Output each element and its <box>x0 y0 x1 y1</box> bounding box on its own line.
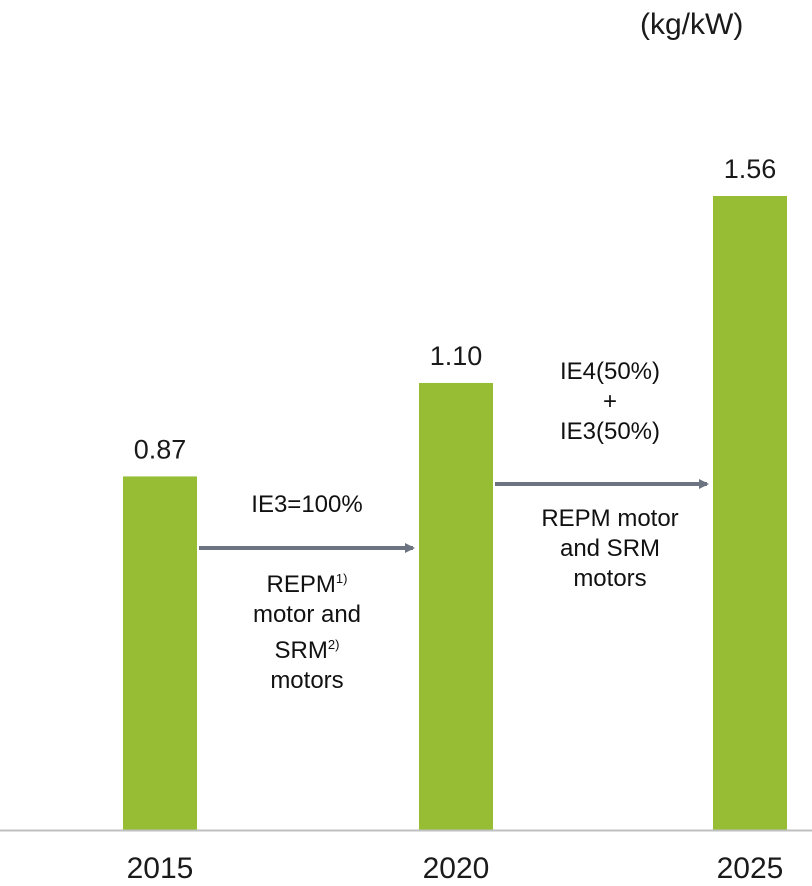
unit-label: (kg/kW) <box>640 8 744 41</box>
bar-2015 <box>123 476 197 830</box>
bar-2025 <box>713 196 787 830</box>
annotation-1-line-2: motor and <box>252 601 362 628</box>
annotation-2-line-3: IE3(50%) <box>559 418 661 445</box>
bar-2020 <box>419 382 493 830</box>
footnote-1-marker: 1) <box>335 571 348 586</box>
annotation-1-label-above: IE3=100% <box>212 490 402 520</box>
annotation-2-line-2: + <box>602 388 617 415</box>
annotation-2-below-line-2: and SRM <box>559 535 661 562</box>
annotation-2-label-below: REPM motor and SRM motors <box>500 504 720 594</box>
data-label-2020: 1.10 <box>430 341 483 371</box>
annotation-1-line-3: SRM2) <box>212 630 402 666</box>
annotation-1-label-below: REPM1) motor and SRM2) motors <box>212 564 402 696</box>
footnote-2-marker: 2) <box>327 637 340 652</box>
x-tick-label-2020: 2020 <box>423 852 490 885</box>
annotation-1-line-4: motors <box>270 667 344 694</box>
annotation-1-repm-text: REPM <box>266 571 336 598</box>
annotation-1-srm-text: SRM <box>274 637 328 664</box>
annotation-1-line-1: REPM1) <box>212 564 402 600</box>
annotation-2-below-line-3: motors <box>573 565 647 592</box>
data-label-2015: 0.87 <box>134 434 187 464</box>
annotation-1-above-text: IE3=100% <box>251 491 363 518</box>
data-label-2025: 1.56 <box>724 154 777 184</box>
x-tick-label-2025: 2025 <box>717 852 784 885</box>
annotation-2-label-above: IE4(50%) + IE3(50%) <box>510 357 710 447</box>
x-tick-label-2015: 2015 <box>127 852 194 885</box>
annotation-2-line-1: IE4(50%) <box>559 358 661 385</box>
annotation-2-below-line-1: REPM motor <box>541 505 679 532</box>
